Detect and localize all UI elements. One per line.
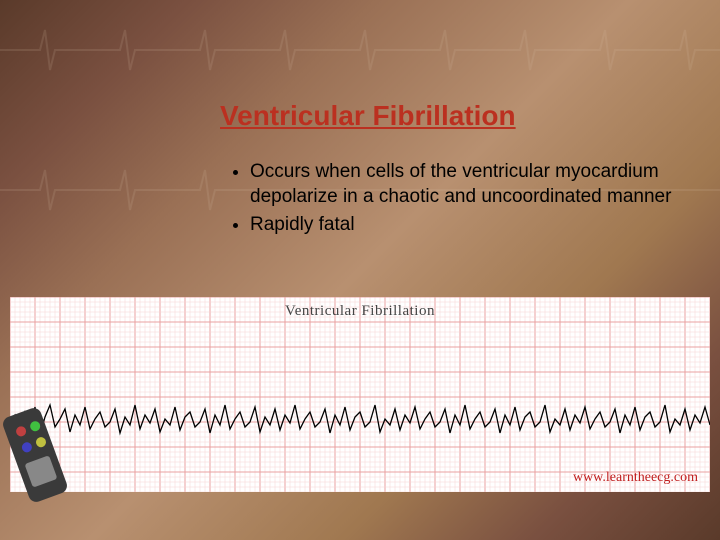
slide-title: Ventricular Fibrillation bbox=[220, 100, 680, 132]
bullet-list: Occurs when cells of the ventricular myo… bbox=[250, 160, 680, 238]
ecg-trace bbox=[10, 297, 710, 492]
bullet-item: Occurs when cells of the ventricular myo… bbox=[250, 160, 680, 209]
ecg-source: www.learntheecg.com bbox=[573, 470, 698, 486]
ecg-label: Ventricular Fibrillation bbox=[285, 303, 435, 320]
bullet-item: Rapidly fatal bbox=[250, 213, 680, 238]
slide-content: Ventricular Fibrillation Occurs when cel… bbox=[220, 100, 680, 242]
ecg-panel: Ventricular Fibrillation www.learntheecg… bbox=[10, 297, 710, 492]
remote-icon bbox=[0, 400, 80, 520]
